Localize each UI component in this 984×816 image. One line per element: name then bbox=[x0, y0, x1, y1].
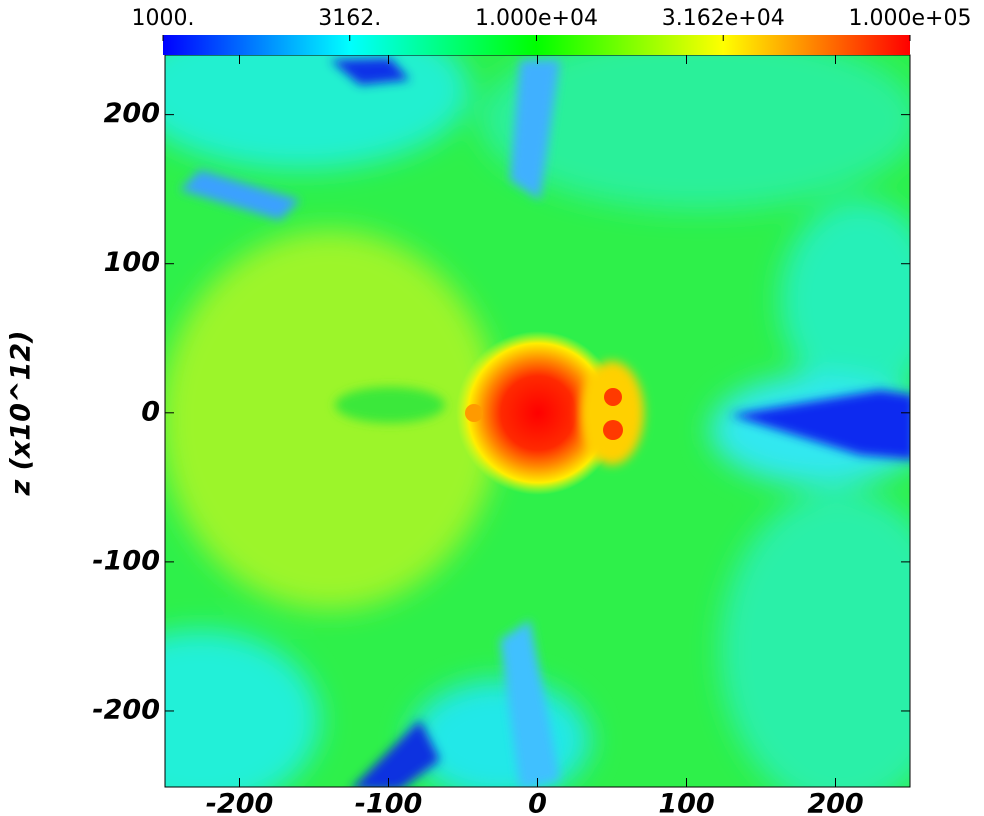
y-tick-label: -100 bbox=[92, 545, 160, 576]
colorbar-tick-label: 3162. bbox=[318, 6, 381, 31]
colorbar-tick-label: 1000. bbox=[132, 6, 195, 31]
colorbar-tick-label: 1.000e+05 bbox=[849, 6, 972, 31]
field-image bbox=[165, 55, 910, 787]
y-tick-label: 0 bbox=[141, 396, 160, 427]
x-tick-label: 200 bbox=[807, 789, 863, 816]
y-tick-label: 100 bbox=[104, 247, 160, 278]
colorbar-tick-label: 3.162e+04 bbox=[662, 6, 785, 31]
y-tick-label: 200 bbox=[104, 98, 160, 129]
x-tick-label: -100 bbox=[355, 789, 423, 816]
colorbar-tick-label: 1.000e+04 bbox=[475, 6, 598, 31]
x-tick-label: 0 bbox=[528, 789, 547, 816]
y-tick-label: -200 bbox=[92, 694, 160, 725]
y-axis-label: z (x10^12) bbox=[6, 331, 37, 497]
x-tick-label: -200 bbox=[206, 789, 274, 816]
x-tick-label: 100 bbox=[658, 789, 714, 816]
